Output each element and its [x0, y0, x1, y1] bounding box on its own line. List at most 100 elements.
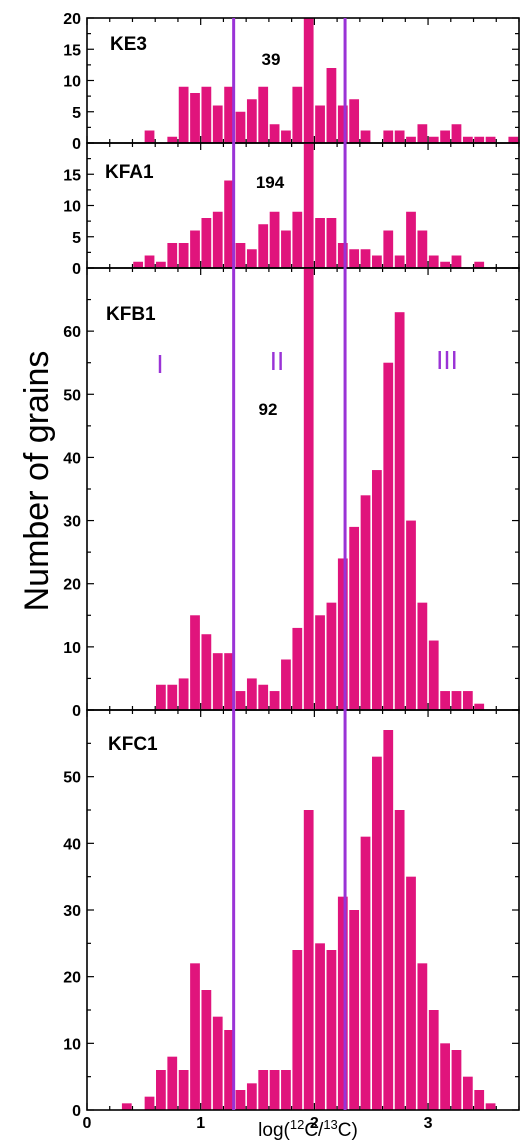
bar [281, 659, 291, 710]
bar [235, 1090, 246, 1110]
bar [292, 211, 303, 268]
region-label: III [436, 345, 458, 375]
bar [417, 602, 428, 710]
bar [508, 136, 519, 143]
bar [474, 1090, 485, 1110]
bar [326, 218, 337, 268]
panel-title-ke3: KE3 [110, 34, 147, 55]
y-tick-label: 10 [63, 640, 81, 657]
bar [201, 218, 212, 268]
bar [315, 105, 325, 143]
bar [440, 261, 450, 268]
panel-title-kfc1: KFC1 [108, 734, 158, 755]
y-tick-label: 10 [63, 74, 81, 91]
bar [190, 615, 200, 710]
bar [337, 558, 348, 710]
y-tick-label: 40 [63, 836, 81, 853]
bar [474, 136, 485, 143]
bar [292, 86, 303, 143]
bar [428, 255, 439, 268]
bar [394, 130, 405, 143]
bar [326, 68, 337, 143]
bar [178, 86, 189, 143]
bar [315, 615, 325, 710]
bar [201, 990, 212, 1110]
panel-annotation: 194 [256, 173, 285, 192]
x-tick-label: 1 [196, 1115, 205, 1132]
y-tick-label: 0 [72, 136, 81, 153]
bar [337, 896, 348, 1110]
bar [212, 653, 223, 710]
bar [235, 243, 246, 268]
y-tick-label: 30 [63, 903, 81, 920]
y-tick-label: 0 [72, 261, 81, 278]
bar [474, 703, 485, 710]
bar [269, 124, 280, 143]
bar [167, 684, 178, 710]
bar [167, 243, 178, 268]
bar [178, 243, 189, 268]
bar [190, 230, 200, 268]
bar [417, 963, 428, 1110]
bar [440, 130, 450, 143]
bar [224, 180, 234, 268]
bar [246, 1083, 257, 1110]
panel-annotation: 92 [259, 400, 278, 419]
bar [156, 684, 166, 710]
bar [224, 653, 234, 710]
bar [235, 691, 246, 710]
x-tick-label: 2 [310, 1115, 319, 1132]
bar [190, 963, 200, 1110]
y-tick-label: 10 [63, 1036, 81, 1053]
bar [383, 730, 394, 1110]
bar [315, 943, 325, 1110]
bar [462, 1076, 473, 1110]
bar [440, 1043, 450, 1110]
y-tick-label: 60 [63, 324, 81, 341]
y-tick-label: 20 [63, 577, 81, 594]
bar [451, 691, 462, 710]
panel-frame [86, 267, 520, 711]
bar [406, 876, 416, 1110]
panel-kfa1: 0 5 10 15 KFA1 194 [63, 142, 520, 278]
bar [451, 1050, 462, 1110]
bar [360, 130, 371, 143]
bar [383, 230, 394, 268]
bar [383, 362, 394, 710]
panel-kfc1: 0 10 20 30 40 50 KFC1 0 1 2 3 [63, 709, 520, 1132]
panel-ke3: 0 5 10 15 20 KE3 39 [63, 11, 520, 153]
bar [462, 136, 473, 143]
y-tick-label: 30 [63, 514, 81, 531]
bar [156, 261, 166, 268]
x-tick-label: 0 [83, 1115, 92, 1132]
bar [133, 261, 144, 268]
y-tick-label: 50 [63, 770, 81, 787]
bar [246, 678, 257, 710]
y-tick-label: 5 [72, 105, 81, 122]
vertical-lines [232, 18, 347, 1110]
bar [349, 99, 360, 143]
bar [337, 243, 348, 268]
bar [474, 261, 485, 268]
bar [269, 211, 280, 268]
bar [269, 1070, 280, 1110]
bar [440, 691, 450, 710]
x-axis-label: log(12C/13C) [258, 1117, 358, 1141]
bar [167, 136, 178, 143]
bar [372, 255, 382, 268]
bar [292, 627, 303, 710]
y-tick-label: 20 [63, 11, 81, 28]
bar [462, 691, 473, 710]
region-label: II [270, 346, 284, 376]
bar [201, 634, 212, 710]
y-tick-label: 15 [63, 167, 81, 184]
bar [485, 1103, 496, 1110]
bar [212, 211, 223, 268]
bar [394, 312, 405, 710]
bar [360, 495, 371, 710]
bar [394, 810, 405, 1110]
bar [303, 143, 314, 268]
y-tick-label: 5 [72, 230, 81, 247]
bar [372, 756, 382, 1110]
